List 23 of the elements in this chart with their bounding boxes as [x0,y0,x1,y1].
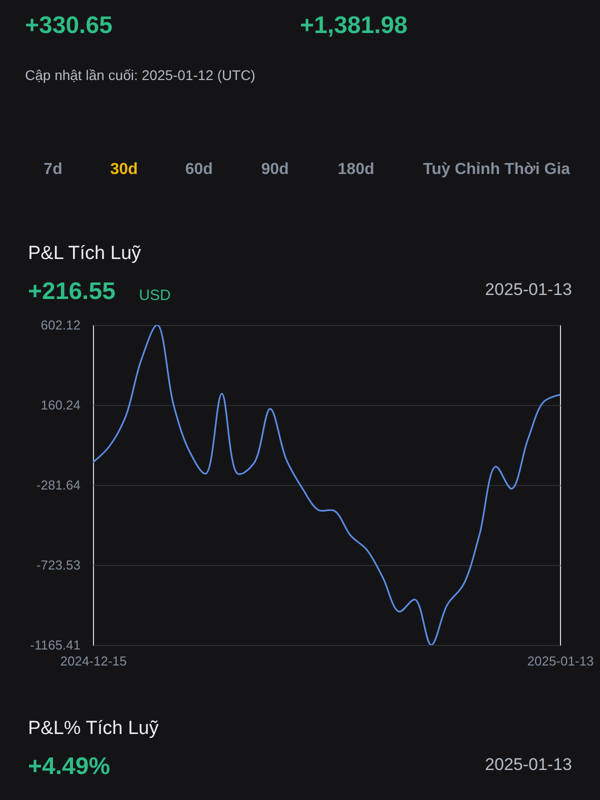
text: 2025-01-13 [485,755,572,774]
text: 90d [261,161,289,178]
text: +4.49% [28,753,110,780]
text: P&L% Tích Luỹ [28,718,160,739]
text: 7d [44,161,62,178]
y-tick-label: -723.53 [36,558,80,572]
y-tick-label: -1165.41 [30,638,80,652]
text: 60d [185,161,213,178]
text: Tuỳ Chỉnh Thời Gia [423,161,570,178]
line-series [93,325,560,645]
y-tick-label: -281.64 [36,478,80,492]
y-tick-label: 602.12 [40,318,80,332]
y-tick-label: 160.24 [40,398,80,412]
text: USD [139,287,171,304]
x-tick-label: 2024-12-15 [60,654,127,668]
text: +330.65 [25,12,112,39]
text: 2025-01-13 [485,280,572,299]
chart-title: P&L Tích Luỹ [28,243,142,264]
text: 180d [338,161,374,178]
text: +1,381.98 [300,12,408,39]
text: +216.55 [28,278,116,305]
text: Cập nhật lần cuối: 2025-01-12 (UTC) [25,67,256,83]
text: 30d [110,161,138,178]
